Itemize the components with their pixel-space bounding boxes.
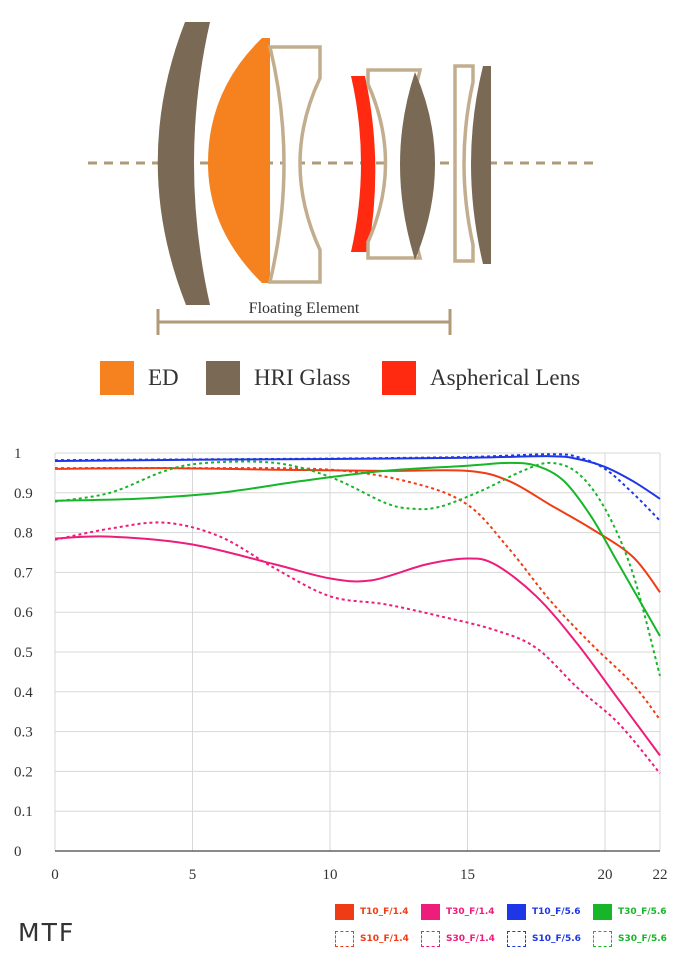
legend-item-hri-glass: HRI Glass bbox=[206, 360, 350, 396]
mtf-legend-swatch bbox=[507, 904, 526, 920]
mtf-legend-item: S10_F/5.6 bbox=[507, 931, 581, 947]
y-tick-label: 0.4 bbox=[14, 685, 33, 701]
y-tick-label: 0.5 bbox=[14, 645, 33, 661]
series-line-s10-f-1-4 bbox=[54, 467, 661, 721]
y-tick-label: 0.2 bbox=[14, 764, 33, 780]
mtf-title: MTF bbox=[18, 918, 76, 947]
legend-swatch-ed bbox=[100, 361, 134, 395]
legend-label-ed: ED bbox=[148, 365, 179, 390]
mtf-legend-label: S10_F/5.6 bbox=[532, 934, 581, 944]
mtf-legend-swatch bbox=[507, 931, 526, 947]
mtf-legend-label: S30_F/5.6 bbox=[618, 934, 667, 944]
chart-grid bbox=[54, 452, 661, 852]
series-line-s30-f-1-4 bbox=[54, 521, 661, 775]
lens-construction-diagram: Floating Element bbox=[88, 22, 600, 335]
series-line-s30-f-5-6 bbox=[54, 460, 661, 677]
x-axis-ticks: 0 5 10 15 20 22 bbox=[51, 867, 667, 883]
mtf-legend-swatch bbox=[593, 904, 612, 920]
mtf-legend-swatch bbox=[421, 904, 440, 920]
mtf-legend-label: T30_F/5.6 bbox=[618, 907, 667, 917]
glass-type-legend: ED HRI Glass Aspherical Lens bbox=[0, 360, 680, 400]
y-tick-label: 1 bbox=[14, 446, 22, 462]
mtf-legend-item: S10_F/1.4 bbox=[335, 931, 409, 947]
x-tick-label: 15 bbox=[460, 867, 475, 883]
legend-swatch-hri-glass bbox=[206, 361, 240, 395]
x-tick-label: 0 bbox=[51, 867, 59, 883]
y-tick-label: 0.7 bbox=[14, 565, 33, 581]
series-line-t30-f-5-6 bbox=[54, 461, 661, 637]
y-tick-label: 0.3 bbox=[14, 725, 33, 741]
mtf-legend-label: T10_F/1.4 bbox=[360, 907, 409, 917]
mtf-legend-label: T10_F/5.6 bbox=[532, 907, 581, 917]
y-tick-label: 0.9 bbox=[14, 486, 33, 502]
legend-label-aspherical: Aspherical Lens bbox=[430, 365, 581, 390]
floating-element-bracket bbox=[156, 309, 452, 335]
chart-series bbox=[54, 453, 661, 775]
y-tick-label: 0.8 bbox=[14, 526, 33, 542]
y-axis-ticks: 0 0.1 0.2 0.3 0.4 0.5 0.6 0.7 0.8 0.9 1 bbox=[14, 446, 33, 860]
lens-element-4-aspherical bbox=[351, 76, 376, 252]
mtf-legend-item: T10_F/5.6 bbox=[507, 904, 581, 920]
x-tick-label: 22 bbox=[653, 867, 668, 883]
legend-item-ed: ED bbox=[100, 360, 179, 396]
mtf-legend-swatch bbox=[593, 931, 612, 947]
x-tick-label: 5 bbox=[189, 867, 197, 883]
mtf-legend-label: S10_F/1.4 bbox=[360, 934, 409, 944]
mtf-legend-item: T10_F/1.4 bbox=[335, 904, 409, 920]
legend-label-hri-glass: HRI Glass bbox=[254, 365, 351, 390]
y-tick-label: 0.1 bbox=[14, 804, 33, 820]
lens-element-8-hri bbox=[471, 66, 491, 264]
mtf-legend-item: S30_F/5.6 bbox=[593, 931, 667, 947]
legend-item-aspherical: Aspherical Lens bbox=[382, 360, 580, 396]
lens-element-3-clear bbox=[267, 45, 322, 284]
mtf-legend-label: T30_F/1.4 bbox=[446, 907, 495, 917]
mtf-legend-item: S30_F/1.4 bbox=[421, 931, 495, 947]
mtf-legend-swatch bbox=[421, 931, 440, 947]
lens-element-7-clear bbox=[453, 64, 475, 263]
series-line-s10-f-5-6 bbox=[54, 453, 661, 522]
lens-element-1-hri bbox=[157, 22, 210, 305]
mtf-chart: 0 0.1 0.2 0.3 0.4 0.5 0.6 0.7 0.8 0.9 1 0 5 10 15 20 22 bbox=[14, 446, 668, 883]
x-tick-label: 10 bbox=[323, 867, 338, 883]
lens-element-6-hri bbox=[400, 72, 435, 260]
y-tick-label: 0.6 bbox=[14, 605, 33, 621]
y-tick-label: 0 bbox=[14, 844, 22, 860]
mtf-legend-item: T30_F/5.6 bbox=[593, 904, 667, 920]
legend-swatch-aspherical bbox=[382, 361, 416, 395]
series-line-t30-f-1-4 bbox=[54, 535, 661, 757]
floating-element-label: Floating Element bbox=[249, 300, 360, 317]
mtf-legend-item: T30_F/1.4 bbox=[421, 904, 495, 920]
lens-element-2-ed bbox=[208, 38, 270, 283]
mtf-legend-label: S30_F/1.4 bbox=[446, 934, 495, 944]
mtf-legend-swatch bbox=[335, 931, 354, 947]
x-tick-label: 20 bbox=[598, 867, 613, 883]
mtf-legend-swatch bbox=[335, 904, 354, 920]
